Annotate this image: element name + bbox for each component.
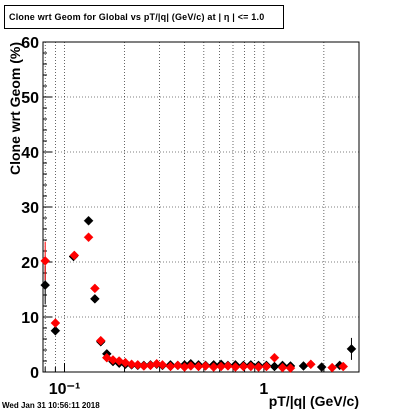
- data-point: [208, 362, 219, 372]
- data-point: [185, 361, 196, 371]
- data-point: [40, 256, 51, 266]
- x-tick-label: 1: [259, 381, 268, 398]
- y-tick-label: 40: [21, 145, 39, 162]
- data-point: [305, 359, 316, 370]
- data-point: [277, 362, 288, 373]
- data-point: [200, 361, 211, 371]
- chart-title-box: Clone wrt Geom for Global vs pT/|q| (GeV…: [4, 5, 284, 29]
- data-point: [132, 359, 143, 370]
- data-point: [126, 359, 137, 370]
- x-tick-label: 10⁻¹: [49, 381, 81, 398]
- data-point: [316, 362, 327, 372]
- data-point: [238, 361, 249, 372]
- data-point: [101, 352, 112, 363]
- y-tick-label: 30: [21, 200, 39, 217]
- y-tick-label: 50: [21, 90, 39, 107]
- data-point: [90, 283, 100, 294]
- y-tick-label: 0: [30, 365, 39, 382]
- data-point: [327, 362, 337, 373]
- data-point: [338, 361, 349, 372]
- y-tick-label: 10: [21, 310, 39, 327]
- plot-frame: [42, 41, 360, 373]
- data-point: [83, 215, 94, 226]
- data-point: [69, 250, 80, 261]
- y-tick-label: 60: [21, 35, 39, 52]
- x-axis-title: pT/|q| (GeV/c): [269, 393, 359, 409]
- data-point: [261, 361, 272, 372]
- data-point: [90, 293, 100, 304]
- data-point: [172, 360, 183, 371]
- data-point: [253, 362, 264, 372]
- data-point: [50, 318, 61, 328]
- y-tick-label: 20: [21, 255, 39, 272]
- data-point: [157, 359, 168, 370]
- data-point: [50, 325, 61, 336]
- timestamp-label: Wed Jan 31 10:56:11 2018: [2, 401, 100, 410]
- data-point: [193, 361, 204, 372]
- data-point: [269, 352, 280, 363]
- chart-title: Clone wrt Geom for Global vs pT/|q| (GeV…: [9, 12, 265, 22]
- y-axis-title: Clone wrt Geom (%): [7, 42, 23, 175]
- data-point: [346, 344, 357, 354]
- data-point: [83, 232, 94, 243]
- data-point: [269, 361, 280, 372]
- data-point: [40, 280, 51, 290]
- data-point: [245, 361, 256, 372]
- data-point: [285, 363, 296, 374]
- data-point: [230, 362, 241, 372]
- data-point: [108, 355, 118, 365]
- data-point: [151, 358, 162, 369]
- data-point: [95, 335, 106, 346]
- data-point: [223, 361, 233, 371]
